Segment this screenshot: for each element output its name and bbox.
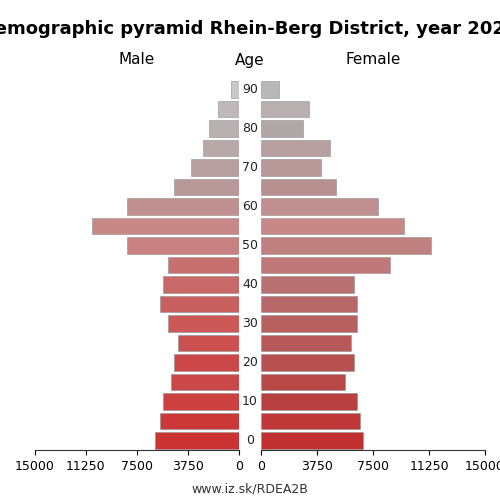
Bar [168,256,239,274]
Text: demographic pyramid Rhein-Berg District, year 2022: demographic pyramid Rhein-Berg District,… [0,20,500,38]
Bar [154,432,239,448]
Bar [261,354,354,370]
Text: 90: 90 [242,83,258,96]
Text: www.iz.sk/RDEA2B: www.iz.sk/RDEA2B [192,482,308,495]
Bar [261,160,321,176]
Bar [171,374,239,390]
Bar [261,198,378,215]
Text: 50: 50 [242,239,258,252]
Bar [261,315,356,332]
Bar [261,140,330,156]
Bar [261,101,309,117]
Bar [261,82,279,98]
Text: 10: 10 [242,395,258,408]
Text: Male: Male [119,52,155,68]
Text: 20: 20 [242,356,258,369]
Bar [92,218,239,234]
Bar [232,82,239,98]
Bar [261,432,362,448]
Bar [261,218,404,234]
Bar [204,140,239,156]
Bar [261,256,390,274]
Text: 0: 0 [246,434,254,447]
Bar [261,296,356,312]
Bar [128,238,239,254]
Text: Female: Female [346,52,401,68]
Text: 30: 30 [242,317,258,330]
Bar [209,120,239,137]
Bar [178,334,239,351]
Bar [261,276,354,292]
Bar [160,412,239,429]
Bar [162,393,239,409]
Bar [261,120,303,137]
Bar [191,160,239,176]
Bar [160,296,239,312]
Text: 70: 70 [242,161,258,174]
Bar [218,101,239,117]
Bar [174,179,239,196]
Bar [261,179,336,196]
Bar [261,412,360,429]
Text: 40: 40 [242,278,258,291]
Bar [174,354,239,370]
Bar [261,374,345,390]
Text: 80: 80 [242,122,258,135]
Text: Age: Age [235,52,265,68]
Text: 60: 60 [242,200,258,213]
Bar [162,276,239,292]
Bar [168,315,239,332]
Bar [261,238,432,254]
Bar [128,198,239,215]
Bar [261,393,356,409]
Bar [261,334,351,351]
